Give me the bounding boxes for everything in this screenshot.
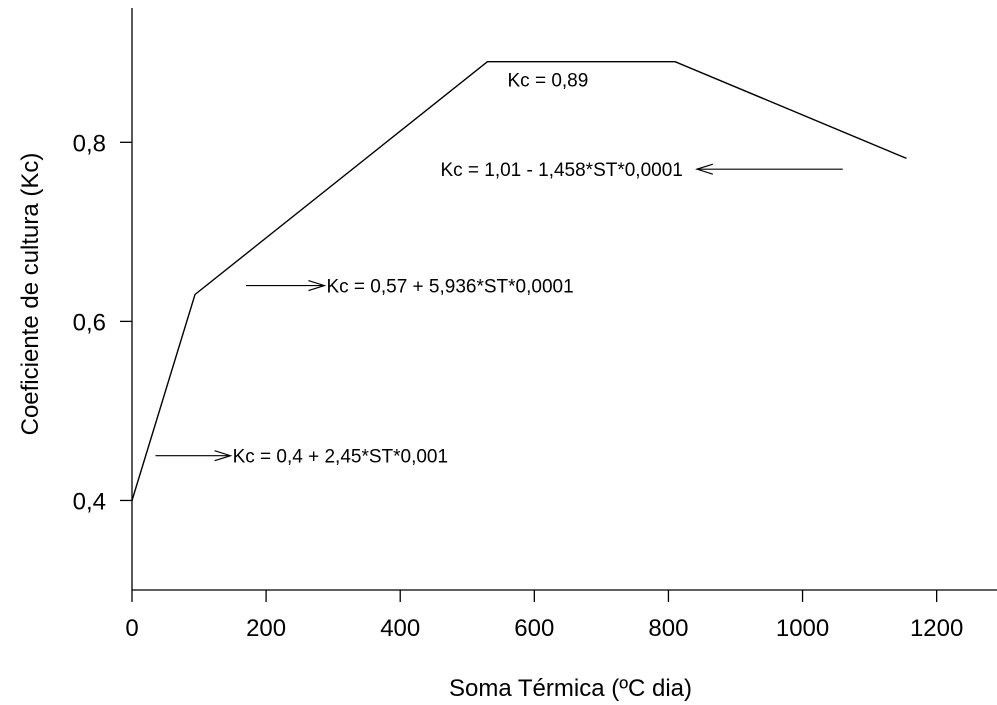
x-axis-title: Soma Térmica (ºC dia): [449, 675, 692, 702]
x-tick-label: 600: [514, 615, 554, 642]
series-line: [131, 61, 907, 501]
x-tick-label: 1000: [776, 615, 829, 642]
annotation-label: Kc = 1,01 - 1,458*ST*0,0001: [440, 160, 682, 181]
y-axis-title: Coeficiente de cultura (Kc): [17, 153, 44, 436]
x-tick-label: 1200: [910, 615, 963, 642]
y-tick-label: 0,6: [73, 309, 106, 336]
x-tick-label: 200: [246, 615, 286, 642]
annotation-label: Kc = 0,89: [508, 71, 589, 92]
x-tick-label: 400: [380, 615, 420, 642]
arrow-head: [214, 450, 233, 462]
x-tick-label: 0: [125, 615, 138, 642]
x-tick-label: 800: [648, 615, 688, 642]
arrow-head: [695, 163, 714, 175]
arrow-head: [308, 280, 327, 292]
annotation-label: Kc = 0,4 + 2,45*ST*0,001: [233, 447, 449, 468]
y-tick-label: 0,8: [73, 130, 106, 157]
y-tick-label: 0,4: [73, 488, 106, 515]
annotation-label: Kc = 0,57 + 5,936*ST*0,0001: [326, 277, 573, 298]
